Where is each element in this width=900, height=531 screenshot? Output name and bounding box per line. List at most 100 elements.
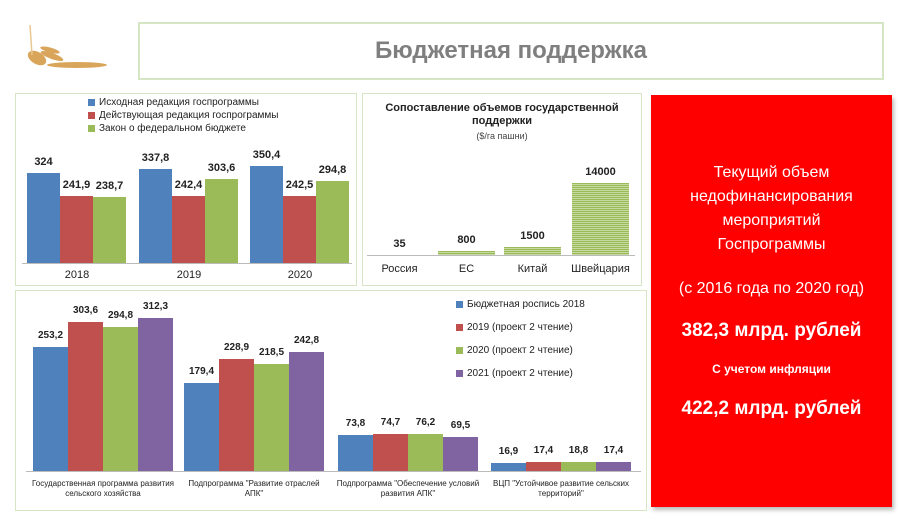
x-axis <box>367 255 635 256</box>
panel-amount: 382,3 млрд. рублей <box>681 320 862 341</box>
legend-swatch <box>456 347 463 354</box>
data-label: 218,5 <box>258 346 285 358</box>
bar <box>596 462 631 471</box>
chart-support-comparison: Сопоставление объемов государственной по… <box>362 93 642 286</box>
legend-swatch <box>456 301 463 308</box>
bar <box>93 196 126 263</box>
data-label: 294,8 <box>318 164 347 177</box>
legend-label: 2021 (проект 2 чтение) <box>467 368 573 379</box>
bar <box>371 254 428 255</box>
bar <box>103 326 138 471</box>
x-axis <box>22 263 352 264</box>
data-label: 18,8 <box>568 444 589 456</box>
legend-item: 2019 (проект 2 чтение) <box>456 322 573 333</box>
x-axis <box>26 471 641 472</box>
category-label: Китай <box>517 263 548 275</box>
panel-line: Текущий объем <box>713 164 830 181</box>
category-label: 2020 <box>287 269 313 281</box>
chart-title: Сопоставление объемов государственной по… <box>385 102 619 127</box>
data-label: 242,4 <box>174 178 203 191</box>
legend-label: Исходная редакция госпрограммы <box>99 97 259 108</box>
data-label: 324 <box>34 155 53 168</box>
bar <box>443 436 478 471</box>
panel-line: недофинансирования <box>690 188 853 205</box>
bar <box>572 183 629 255</box>
data-label: 303,6 <box>72 305 99 317</box>
data-label: 303,6 <box>207 161 236 174</box>
legend-label: Бюджетная роспись 2018 <box>467 299 585 310</box>
legend-swatch <box>88 99 95 106</box>
legend-label: Закон о федеральном бюджете <box>99 123 246 134</box>
data-label: 253,2 <box>37 329 64 341</box>
category-label: Россия <box>381 263 418 275</box>
legend-item: Закон о федеральном бюджете <box>88 123 246 134</box>
bar <box>283 195 316 263</box>
data-label: 241,9 <box>62 178 91 191</box>
data-label: 242,5 <box>285 178 314 191</box>
page-title: Бюджетная поддержка <box>138 22 884 80</box>
wheat-logo-icon <box>27 24 107 68</box>
legend-label: 2019 (проект 2 чтение) <box>467 322 573 333</box>
bar <box>289 352 324 471</box>
data-label: 16,9 <box>498 445 519 457</box>
bar <box>373 434 408 471</box>
data-label: 35 <box>393 237 406 250</box>
panel-amount-inflation: 422,2 млрд. рублей <box>681 398 862 419</box>
bar <box>408 433 443 471</box>
bar <box>184 383 219 471</box>
chart-budget-program-versions: Исходная редакция госпрограммы 324 337,8 35… <box>15 93 357 286</box>
legend-item: Действующая редакция госпрограммы <box>88 110 279 121</box>
legend-label: 2020 (проект 2 чтение) <box>467 345 573 356</box>
legend-item: Бюджетная роспись 2018 <box>456 299 585 310</box>
bar <box>438 250 495 255</box>
data-label: 17,4 <box>603 445 624 457</box>
panel-note: С учетом инфляции <box>712 362 831 376</box>
bar <box>504 247 561 255</box>
bar <box>338 434 373 471</box>
bar <box>316 181 349 263</box>
category-label: 2018 <box>64 269 90 281</box>
category-label: Подпрограмма "Развитие отраслей АПК" <box>188 479 320 498</box>
data-label: 294,8 <box>107 309 134 321</box>
bar <box>27 172 60 263</box>
bar <box>254 363 289 471</box>
data-label: 69,5 <box>450 419 471 431</box>
bar <box>526 462 561 471</box>
legend-swatch <box>88 125 95 132</box>
legend-swatch <box>456 324 463 331</box>
data-label: 17,4 <box>533 445 554 457</box>
bar <box>561 461 596 471</box>
data-label: 242,8 <box>293 335 320 347</box>
data-label: 1500 <box>520 230 545 243</box>
data-label: 73,8 <box>345 417 366 429</box>
data-label: 14000 <box>585 166 616 178</box>
category-label: ВЦП "Устойчивое развитие сельских террит… <box>492 479 629 498</box>
data-label: 74,7 <box>380 417 401 429</box>
legend-label: Действующая редакция госпрограммы <box>99 110 279 121</box>
underfunding-panel: Текущий объем недофинансирования меропри… <box>651 95 892 507</box>
bar <box>219 358 254 471</box>
legend-swatch <box>456 370 463 377</box>
chart-subprogram-funding: Бюджетная роспись 2018 253,2 179,4 73,8 16,9… <box>15 290 647 511</box>
data-label: 228,9 <box>223 341 250 353</box>
bar <box>172 195 205 263</box>
category-label: Государственная программа развития сельс… <box>31 479 175 498</box>
data-label: 238,7 <box>95 179 124 192</box>
legend-item: Исходная редакция госпрограммы <box>88 97 259 108</box>
bar <box>491 462 526 471</box>
bar <box>33 346 68 471</box>
legend-swatch <box>88 112 95 119</box>
bar <box>205 178 238 263</box>
data-label: 800 <box>457 233 476 246</box>
panel-line: Госпрограммы <box>717 236 826 253</box>
panel-period: (с 2016 года по 2020 год) <box>678 280 865 297</box>
category-label: 2019 <box>176 269 202 281</box>
chart-subtitle: ($/га пашни) <box>476 131 528 141</box>
panel-line: мероприятий <box>722 212 821 229</box>
bar <box>68 322 103 471</box>
category-label: Подпрограмма "Обеспечение условий развит… <box>336 479 480 498</box>
bar <box>60 195 93 263</box>
category-label: Швейцария <box>571 263 630 275</box>
data-label: 179,4 <box>188 366 215 378</box>
bar <box>250 165 283 263</box>
